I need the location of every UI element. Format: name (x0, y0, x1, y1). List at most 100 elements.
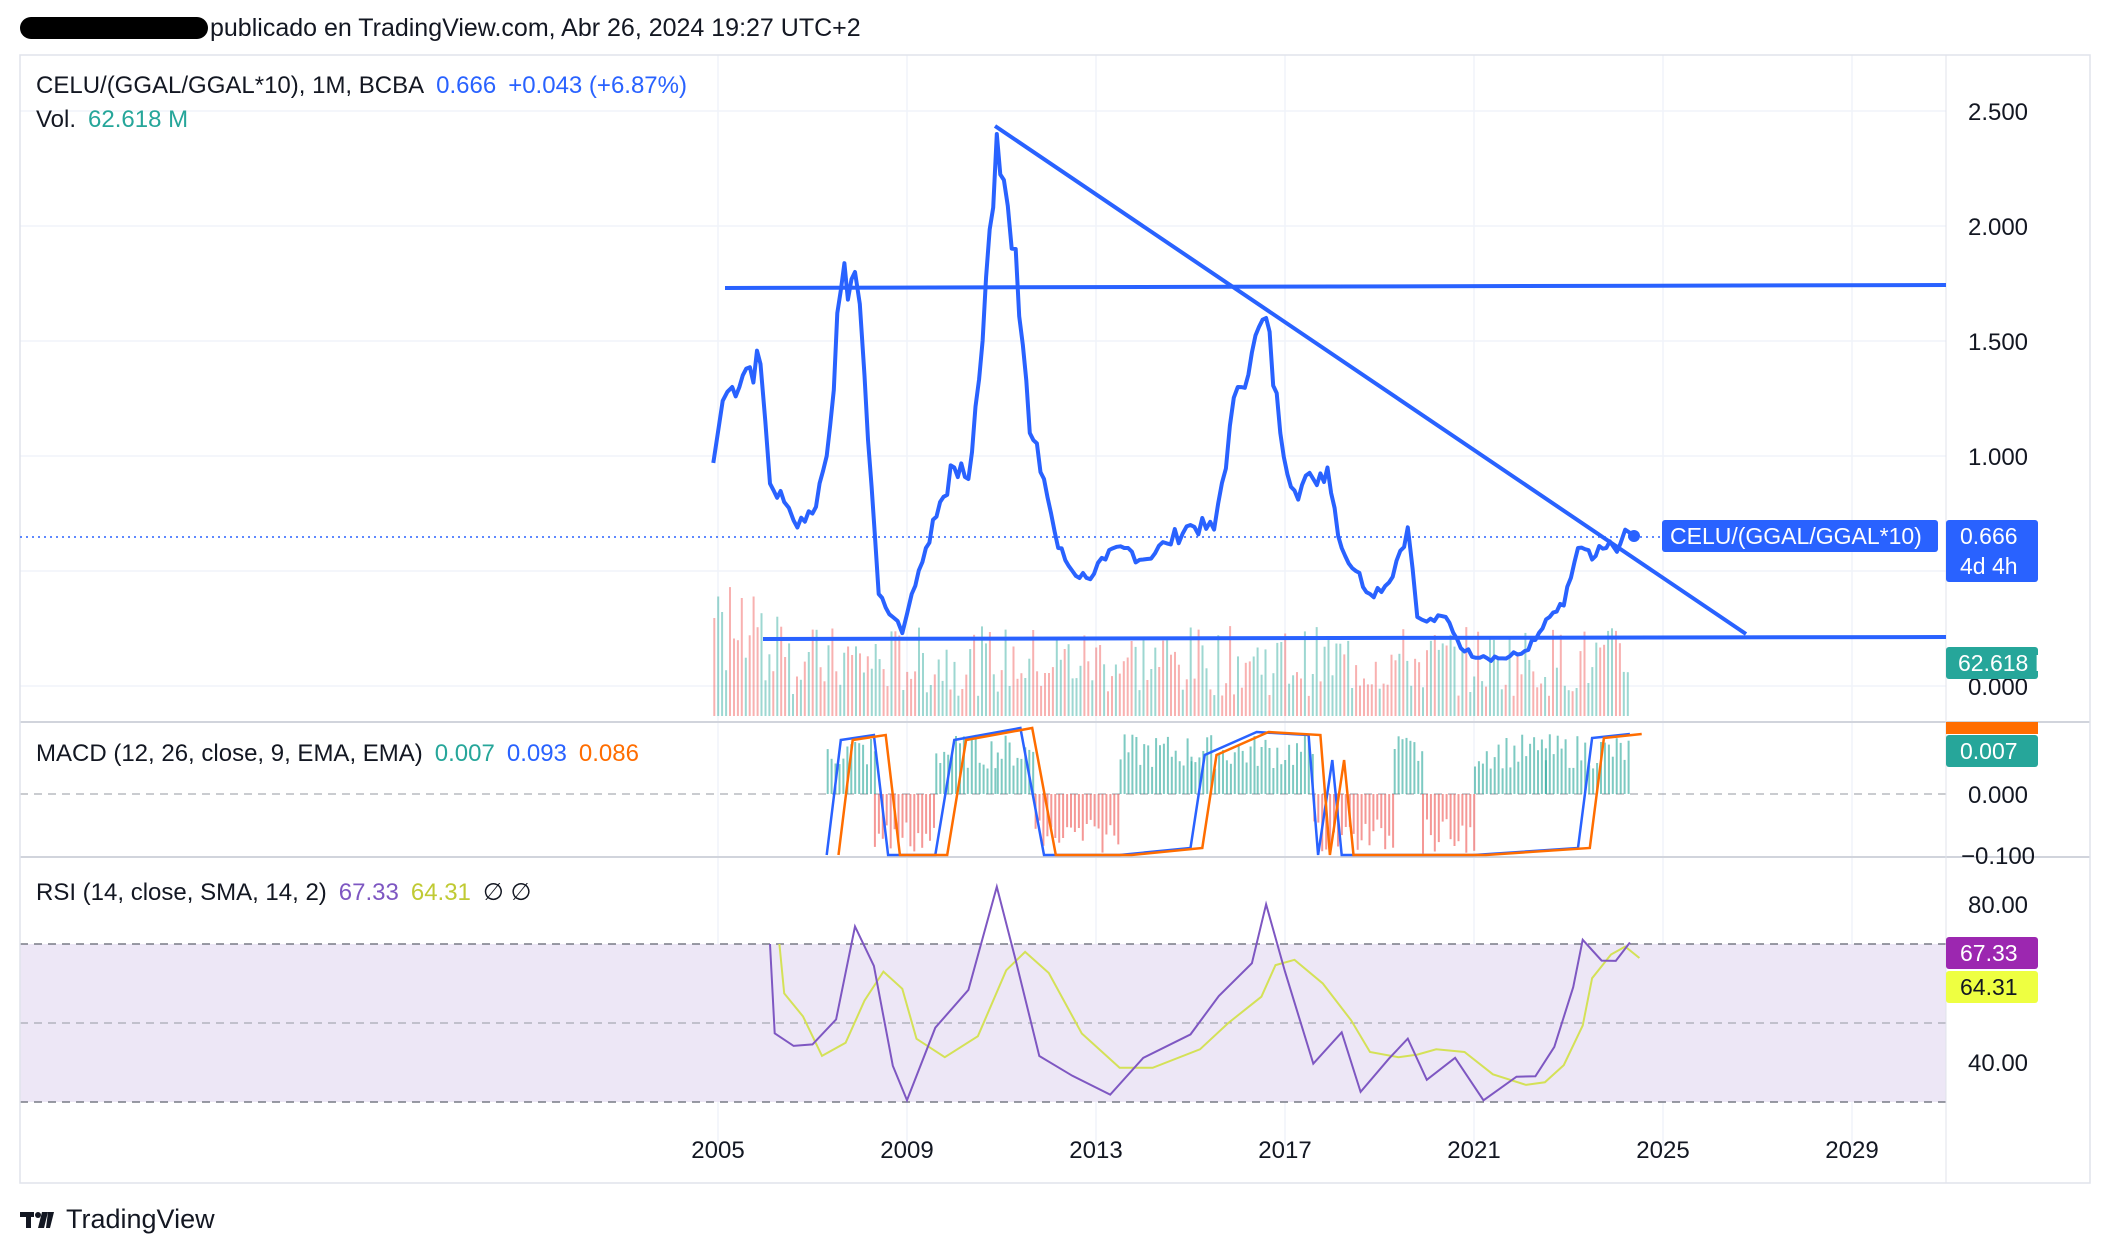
macd-hist-bar (921, 794, 924, 848)
volume-bar (1599, 647, 1602, 716)
volume-bar (764, 680, 767, 716)
macd-hist-bar (1073, 794, 1076, 832)
macd-hist-bar (1544, 748, 1547, 794)
macd-hist-bar (1568, 767, 1571, 794)
volume-bar (1170, 654, 1172, 716)
volume-bar (1402, 629, 1405, 716)
macd-hist-bar (1548, 734, 1551, 794)
volume-bar (1323, 646, 1326, 716)
volume-bar (1449, 634, 1452, 716)
descending-trendline[interactable] (993, 124, 1748, 636)
resistance-trendline[interactable] (724, 283, 1947, 290)
macd-hist-bar (1517, 761, 1520, 794)
rsi-ma-line (778, 943, 1641, 1086)
macd-hist-bar (1085, 794, 1088, 824)
support-trendline[interactable] (762, 635, 1947, 641)
volume-bar (1536, 687, 1539, 716)
macd-hist-bar (1024, 747, 1027, 794)
volume-bar (1603, 644, 1606, 716)
volume-bar (1032, 630, 1035, 716)
macd-hist-bar (1623, 759, 1626, 794)
footer-brand[interactable]: TradingView (20, 1204, 215, 1235)
macd-hist-bar (1376, 794, 1379, 820)
macd-hist-bar (1280, 764, 1283, 794)
macd-axis[interactable]: 0.000 −0.100 (1961, 782, 2035, 870)
macd-hist-bar (1465, 794, 1468, 853)
volume-bar (1496, 658, 1499, 716)
macd-hist-bar (1198, 757, 1201, 794)
volume-bar (1540, 683, 1543, 716)
rsi-line (769, 882, 1631, 1103)
volume-bar (1237, 656, 1239, 716)
macd-signal-line (837, 726, 1642, 857)
macd-hist-bar (1461, 794, 1464, 826)
volume-bar (953, 661, 956, 716)
volume-bar (1524, 632, 1527, 716)
macd-hist-bar (1062, 794, 1065, 838)
volume-bar (914, 671, 917, 716)
volume-bar (760, 613, 763, 716)
volume-bar (847, 646, 850, 716)
volume-bar (1181, 689, 1184, 716)
macd-hist-bar (1292, 764, 1295, 794)
macd-hist-bar (1380, 794, 1383, 829)
volume-bar (1193, 678, 1196, 716)
macd-hist-bar (1135, 737, 1138, 794)
volume-bar (721, 612, 724, 716)
macd-hist-bar (1307, 738, 1310, 794)
volume-legend[interactable]: Vol. 62.618 M (36, 106, 200, 134)
time-axis[interactable]: 2005 2009 2013 2017 2021 2025 2029 (691, 1137, 1878, 1164)
macd-hist-bar (1066, 794, 1069, 828)
rsi-legend[interactable]: RSI (14, close, SMA, 14, 2) 67.33 64.31 ∅ ∅ (36, 878, 543, 907)
macd-hist-bar (1481, 763, 1484, 794)
macd-hist-bar (1493, 757, 1496, 794)
signal-value: 0.086 (578, 740, 639, 767)
main-legend[interactable]: CELU/(GGAL/GGAL*10), 1M, BCBA 0.666 +0.043… (36, 72, 699, 100)
macd-hist-bar (1245, 762, 1248, 794)
macd-value: 0.093 (506, 740, 567, 767)
macd-hist-bar (1264, 739, 1267, 794)
macd-hist-bar (1170, 756, 1173, 794)
macd-hist-bar (1202, 751, 1205, 794)
rsi-axis[interactable]: 80.00 40.00 (1968, 892, 2028, 1077)
volume-bar (1359, 685, 1361, 716)
macd-hist-bar (1303, 735, 1306, 794)
volume-bar (788, 643, 791, 716)
volume-value: 62.618 M (88, 106, 189, 133)
volume-bar (1355, 665, 1358, 716)
macd-hist-bar (1210, 735, 1213, 794)
volume-bar (1217, 635, 1220, 716)
volume-bar (851, 655, 854, 716)
volume-bar (1040, 685, 1043, 716)
volume-bar (1473, 676, 1476, 716)
macd-hist-bar (935, 753, 938, 794)
volume-bar (1394, 660, 1397, 716)
volume-bar (866, 656, 869, 716)
macd-hist-bar (974, 734, 977, 794)
macd-hist-bar (986, 768, 989, 794)
volume-bar (1437, 649, 1440, 716)
macd-hist-bar (990, 741, 993, 794)
volume-bar (925, 692, 928, 716)
volume-bar (1445, 645, 1448, 716)
volume-bar (1441, 643, 1444, 716)
volume-bar (1118, 673, 1121, 716)
volume-bar (1276, 642, 1279, 716)
macd-legend[interactable]: MACD (12, 26, close, 9, EMA, EMA) 0.007 0.… (36, 740, 651, 768)
macd-hist-bar (838, 764, 841, 794)
macd-hist-bar (1050, 794, 1053, 828)
macd-hist-bar (1101, 794, 1104, 853)
price-line[interactable] (711, 132, 1632, 663)
volume-bar (1319, 681, 1322, 716)
time-tick-label: 2025 (1636, 1137, 1689, 1164)
rsi-tick-label: 40.00 (1968, 1050, 2028, 1077)
volume-bar (717, 596, 720, 716)
macd-hist-bar (1097, 794, 1100, 829)
volume-bar (1398, 653, 1401, 716)
volume-bar (1111, 676, 1113, 716)
macd-hist-bar (1469, 794, 1472, 828)
macd-hist-bar (1000, 758, 1003, 794)
volume-bar (1114, 664, 1117, 716)
